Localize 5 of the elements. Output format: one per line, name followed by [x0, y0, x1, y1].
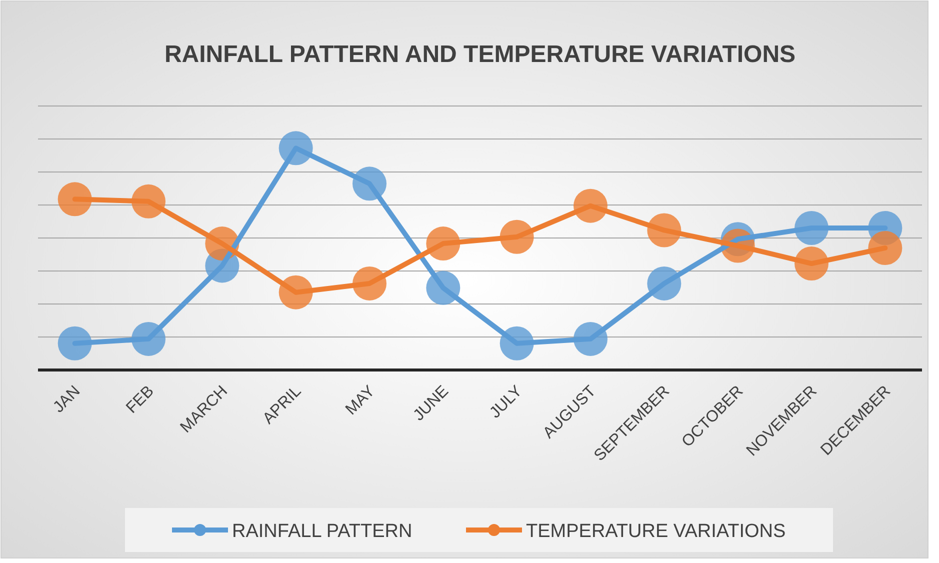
x-tick-label: JAN [50, 382, 84, 416]
legend-label: TEMPERATURE VARIATIONS [526, 521, 786, 542]
x-tick-label: FEB [123, 382, 158, 417]
legend-label: RAINFALL PATTERN [232, 521, 412, 542]
chart-title: RAINFALL PATTERN AND TEMPERATURE VARIATIONS [164, 41, 796, 68]
